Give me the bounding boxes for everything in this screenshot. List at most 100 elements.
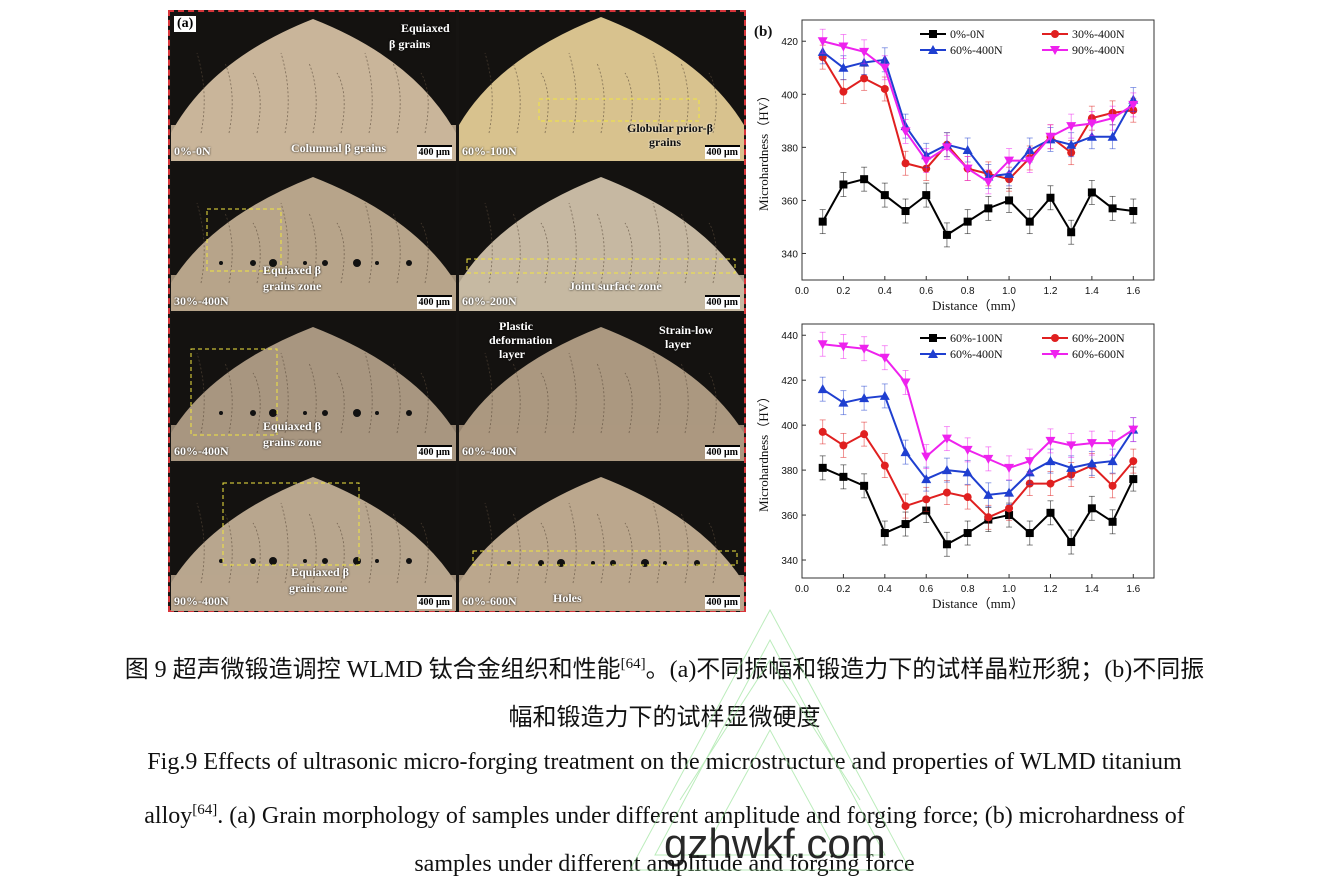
x-tick-label: 1.6: [1126, 286, 1140, 297]
data-point: [1005, 196, 1014, 205]
data-point: [818, 427, 827, 436]
data-point: [942, 540, 951, 549]
data-point: [1087, 188, 1096, 197]
data-point: [1108, 204, 1117, 213]
data-point: [838, 42, 849, 52]
caption-cn-line2: 幅和锻造力下的试样显微硬度: [508, 705, 821, 731]
y-tick-label: 440: [781, 331, 798, 342]
x-tick-label: 1.4: [1085, 286, 1099, 297]
legend-label: 60%-400N: [950, 43, 1003, 57]
data-point: [1046, 193, 1055, 202]
data-point: [1051, 30, 1059, 38]
data-point: [1108, 517, 1117, 526]
data-point: [901, 520, 910, 529]
micrograph-annotation: Strain-low: [659, 323, 713, 337]
data-point: [921, 474, 932, 484]
micrograph-6: Plastic deformation layer Strain-low layer 60…: [459, 313, 744, 461]
x-tick-label: 0.2: [836, 584, 850, 595]
data-point: [921, 156, 932, 166]
series-line: [821, 56, 1134, 181]
micrograph-annotation: Equiaxed β: [263, 419, 322, 433]
data-point: [1024, 457, 1035, 467]
legend-label: 60%-600N: [1072, 347, 1125, 361]
micrograph-annotation: deformation: [489, 333, 553, 347]
y-tick-label: 400: [781, 421, 798, 432]
data-point: [880, 84, 889, 93]
scale-bar: 400 μm: [416, 145, 452, 159]
scale-bar: 400 μm: [416, 595, 452, 609]
data-point: [817, 37, 828, 47]
microhardness-charts: 0.0 0.2 0.4 0.6 0.8 1.0 1.2 1.4 1.6 340 360 380 400 4…: [754, 19, 1155, 611]
data-point: [984, 204, 993, 213]
series-line: [822, 343, 1134, 469]
x-tick-label: 0.0: [795, 286, 809, 297]
data-point: [859, 344, 870, 354]
data-point: [941, 465, 952, 475]
scale-bar: 400 μm: [704, 445, 740, 459]
data-point: [1045, 132, 1056, 142]
micrograph-annotation: grains: [649, 135, 682, 149]
data-point: [962, 445, 973, 455]
data-point: [1107, 131, 1118, 141]
watermark-graphic: [629, 608, 911, 871]
plot-area: [801, 19, 1155, 281]
legend-label: 90%-400N: [1072, 43, 1125, 57]
x-tick-label: 0.8: [961, 584, 975, 595]
caption-cn-ref: [64]: [620, 656, 646, 672]
data-point: [838, 62, 849, 72]
data-point: [1066, 139, 1077, 149]
data-point: [1066, 441, 1077, 451]
data-point: [1025, 529, 1034, 538]
data-point: [963, 529, 972, 538]
data-point: [901, 207, 910, 216]
data-point: [942, 230, 951, 239]
x-tick-label: 0.6: [919, 584, 933, 595]
legend-label: 60%-100N: [950, 331, 1003, 345]
data-point: [860, 175, 869, 184]
data-point: [1024, 156, 1035, 166]
data-point: [962, 164, 973, 174]
legend-label: 0%-0N: [950, 27, 985, 41]
series-line: [821, 178, 1134, 237]
y-tick-label: 380: [781, 466, 798, 477]
data-point: [1025, 217, 1034, 226]
x-tick-label: 0.4: [878, 584, 892, 595]
y-tick-label: 380: [781, 143, 798, 154]
y-tick-label: 360: [781, 511, 798, 522]
data-point: [983, 177, 994, 187]
caption-en-line1: Fig.9 Effects of ultrasonic micro-forgin…: [147, 749, 1182, 775]
x-tick-label: 1.4: [1085, 584, 1099, 595]
y-tick-label: 400: [781, 90, 798, 101]
x-tick-label: 0.8: [961, 286, 975, 297]
watermark-text: gzhwkf.com: [664, 820, 886, 867]
data-point: [922, 191, 931, 200]
data-point: [1004, 463, 1015, 473]
y-tick-label: 420: [781, 376, 798, 387]
data-point: [838, 342, 849, 352]
data-point: [1107, 114, 1118, 124]
x-axis-label: Distance（mm）: [932, 298, 1024, 313]
data-point: [818, 463, 827, 472]
micrograph-annotation: Globular prior-β: [627, 121, 713, 135]
data-point: [1086, 119, 1097, 129]
data-point: [963, 493, 972, 502]
data-point: [880, 191, 889, 200]
data-point: [1051, 334, 1059, 342]
data-point: [879, 63, 890, 73]
data-point: [921, 452, 932, 462]
data-point: [1086, 131, 1097, 141]
caption-cn-line1-rest: 。(a)不同振幅和锻造力下的试样晶粒形貌；(b)不同振: [645, 657, 1205, 683]
data-point: [859, 393, 870, 403]
data-point: [1045, 436, 1056, 446]
data-point: [983, 454, 994, 464]
data-point: [1050, 46, 1060, 55]
micrograph-5: Equiaxed β grains zone 60%-400N 400 μm: [171, 313, 456, 461]
data-point: [839, 87, 848, 96]
caption-en-line2b: . (a) Grain morphology of samples under …: [217, 803, 1185, 829]
panel-a-letter: (a): [174, 16, 197, 32]
micrograph-label: 60%-200N: [462, 294, 517, 308]
micrograph-annotation: Plastic: [499, 319, 533, 333]
micrograph-annotation: Columnal β grains: [291, 141, 387, 155]
micrograph-annotation: Equiaxed β: [291, 565, 350, 579]
data-point: [879, 353, 890, 363]
